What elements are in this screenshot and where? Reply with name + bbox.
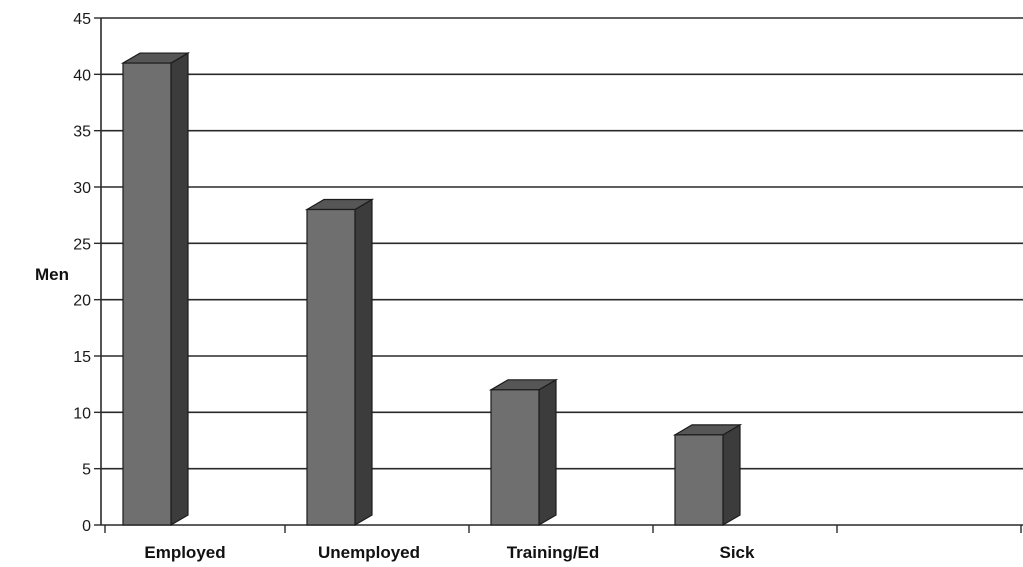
bar-front-face: [674, 434, 724, 526]
axes: [94, 17, 1023, 533]
bar-side-face: [170, 52, 189, 527]
y-tick-label: 0: [82, 518, 91, 535]
y-tick-label: 15: [73, 349, 91, 366]
bar: [304, 198, 375, 527]
y-tick-label: 40: [73, 67, 91, 84]
y-tick-label: 35: [73, 124, 91, 141]
bar-side-face: [722, 423, 741, 527]
labels: 0 5 10 15 20 25 30 35 40 45 Employed Unemployed Trai…: [73, 11, 755, 562]
y-tick-label: 45: [73, 11, 91, 28]
y-tick-label: 5: [82, 462, 91, 479]
y-tick-label: 10: [73, 405, 91, 422]
x-tick-label: Sick: [720, 543, 756, 562]
bar: [120, 52, 191, 527]
y-tick-label: 25: [73, 236, 91, 253]
y-tick-label: 20: [73, 293, 91, 310]
x-tick-label: Employed: [144, 543, 225, 562]
y-axis-title: Men: [35, 265, 69, 284]
x-tick-label: Unemployed: [318, 543, 420, 562]
x-tick-label: Training/Ed: [507, 543, 600, 562]
bar-side-face: [354, 198, 373, 527]
y-tick-label: 30: [73, 180, 91, 197]
bar-front-face: [122, 62, 172, 526]
bars: [120, 52, 743, 527]
bar-side-face: [538, 378, 557, 527]
bar-front-face: [490, 389, 540, 526]
bar: [488, 378, 559, 527]
bar: [672, 423, 743, 527]
bar-front-face: [306, 208, 356, 526]
gridlines: [101, 17, 1023, 470]
